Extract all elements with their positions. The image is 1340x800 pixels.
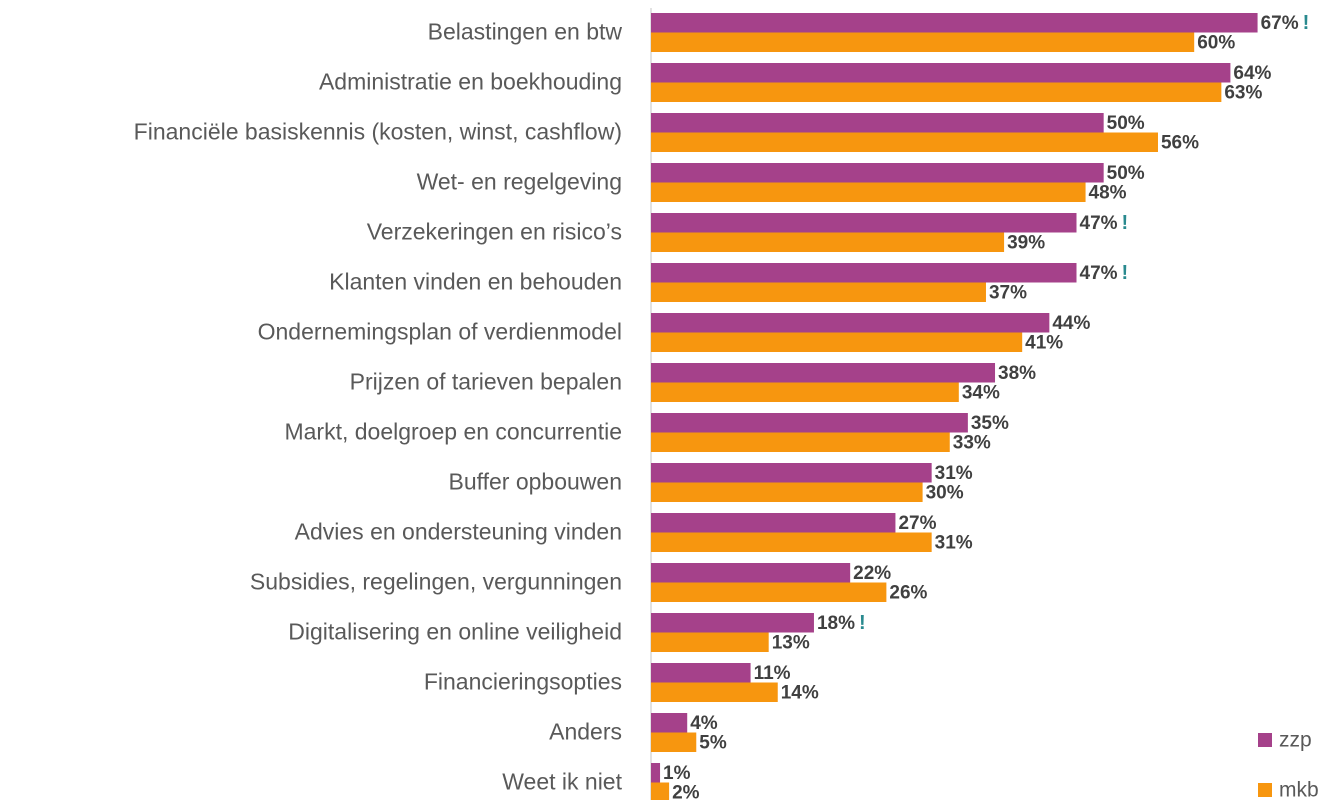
category-label: Ondernemingsplan of verdienmodel bbox=[258, 319, 622, 345]
category-label: Buffer opbouwen bbox=[449, 469, 623, 495]
category-label: Subsidies, regelingen, vergunningen bbox=[250, 569, 622, 595]
value-label: 13% bbox=[772, 632, 810, 653]
bar bbox=[651, 463, 932, 483]
flag: ! bbox=[1122, 262, 1129, 284]
category-label: Weet ik niet bbox=[502, 769, 622, 795]
value-label: 67% bbox=[1261, 13, 1299, 34]
legend-label: mkb bbox=[1279, 779, 1319, 800]
value-label: 5% bbox=[699, 732, 727, 753]
bar bbox=[651, 232, 1005, 252]
value-label: 56% bbox=[1161, 132, 1199, 153]
bar bbox=[651, 613, 814, 633]
bar bbox=[651, 313, 1050, 333]
value-label: 48% bbox=[1089, 182, 1127, 203]
value-label: 50% bbox=[1107, 163, 1145, 184]
value-label: 41% bbox=[1025, 332, 1063, 353]
bar bbox=[651, 282, 986, 302]
value-label: 35% bbox=[971, 413, 1009, 434]
category-label: Klanten vinden en behouden bbox=[329, 269, 622, 295]
value-label: 38% bbox=[998, 363, 1036, 384]
value-label: 31% bbox=[935, 532, 973, 553]
bar bbox=[651, 482, 923, 502]
bar bbox=[651, 582, 887, 602]
value-label: 63% bbox=[1224, 82, 1262, 103]
legend-swatch bbox=[1258, 783, 1272, 797]
value-label: 39% bbox=[1007, 232, 1045, 253]
bar bbox=[651, 132, 1158, 152]
category-label: Digitalisering en online veiligheid bbox=[288, 619, 622, 645]
value-label: 33% bbox=[953, 432, 991, 453]
value-label: 27% bbox=[898, 513, 936, 534]
bar bbox=[651, 713, 688, 733]
value-label: 1% bbox=[663, 763, 691, 784]
value-label: 31% bbox=[935, 463, 973, 484]
category-label: Prijzen of tarieven bepalen bbox=[350, 369, 622, 395]
bar bbox=[651, 782, 670, 800]
category-label: Markt, doelgroep en concurrentie bbox=[284, 419, 622, 445]
category-label: Wet- en regelgeving bbox=[417, 169, 622, 195]
bar bbox=[651, 213, 1077, 233]
category-label: Belastingen en btw bbox=[428, 19, 623, 45]
value-label: 26% bbox=[889, 582, 927, 603]
legend-label: zzp bbox=[1279, 729, 1312, 752]
value-label: 30% bbox=[926, 482, 964, 503]
value-label: 18% bbox=[817, 613, 855, 634]
value-label: 50% bbox=[1107, 113, 1145, 134]
bar bbox=[651, 563, 851, 583]
value-label: 47% bbox=[1080, 213, 1118, 234]
value-label: 47% bbox=[1080, 263, 1118, 284]
value-label: 14% bbox=[781, 682, 819, 703]
bar bbox=[651, 682, 778, 702]
value-label: 4% bbox=[690, 713, 718, 734]
value-label: 64% bbox=[1233, 63, 1271, 84]
bar bbox=[651, 732, 697, 752]
value-label: 60% bbox=[1197, 32, 1235, 53]
category-label: Administratie en boekhouding bbox=[319, 69, 622, 95]
value-label: 11% bbox=[754, 663, 791, 684]
category-label: Financieringsopties bbox=[424, 669, 622, 695]
bar bbox=[651, 332, 1023, 352]
value-label: 44% bbox=[1052, 313, 1090, 334]
bar bbox=[651, 182, 1086, 202]
bar bbox=[651, 663, 751, 683]
bar bbox=[651, 413, 968, 433]
bar bbox=[651, 32, 1195, 52]
legend-swatch bbox=[1258, 733, 1272, 747]
bar bbox=[651, 532, 932, 552]
bar bbox=[651, 432, 950, 452]
bar bbox=[651, 113, 1104, 133]
flag: ! bbox=[859, 612, 866, 634]
category-label: Financiële basiskennis (kosten, winst, c… bbox=[134, 119, 622, 145]
category-label: Verzekeringen en risico’s bbox=[367, 219, 622, 245]
bar bbox=[651, 63, 1231, 83]
bar bbox=[651, 13, 1258, 33]
flag: ! bbox=[1122, 212, 1129, 234]
value-label: 34% bbox=[962, 382, 1000, 403]
bar bbox=[651, 163, 1104, 183]
category-label: Anders bbox=[549, 719, 622, 745]
bar bbox=[651, 632, 769, 652]
bar bbox=[651, 263, 1077, 283]
category-label: Advies en ondersteuning vinden bbox=[295, 519, 622, 545]
bar bbox=[651, 363, 996, 383]
value-label: 2% bbox=[672, 782, 700, 800]
bar bbox=[651, 763, 661, 783]
bar bbox=[651, 513, 896, 533]
flag: ! bbox=[1303, 12, 1310, 34]
value-label: 22% bbox=[853, 563, 891, 584]
value-label: 37% bbox=[989, 282, 1027, 303]
bar bbox=[651, 382, 959, 402]
bar bbox=[651, 82, 1222, 102]
